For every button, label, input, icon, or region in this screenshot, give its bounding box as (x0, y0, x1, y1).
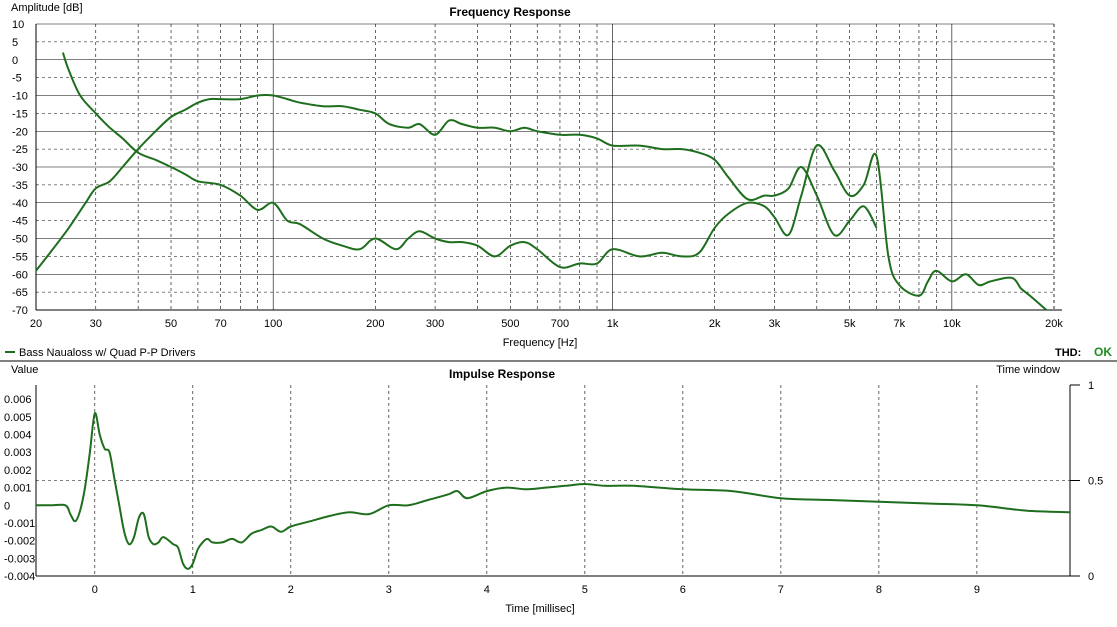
ir-y-tick-label: 0.004 (4, 430, 32, 442)
impulse-response-curves (35, 412, 1071, 570)
fr-y-tick-label: 10 (12, 19, 24, 31)
fr-x-tick-label: 2k (709, 318, 721, 330)
fr-y-tick-label: -60 (12, 269, 28, 281)
frequency-response-panel: 1050-5-10-15-20-25-30-35-40-45-50-55-60-… (11, 2, 1063, 349)
ir-y-tick-label: 0.001 (4, 483, 32, 495)
impulse-response-title: Impulse Response (449, 367, 555, 381)
impulse-response-grid (35, 385, 1071, 577)
fr-x-tick-label: 3k (769, 318, 781, 330)
ir-x-tick-label: 5 (582, 584, 588, 596)
fr-y-tick-label: -15 (12, 108, 28, 120)
fr-y-tick-label: -30 (12, 162, 28, 174)
fr-y-tick-label: 0 (12, 55, 18, 67)
fr-y-tick-label: -25 (12, 144, 28, 156)
fr-x-tick-label: 500 (501, 318, 519, 330)
fr-x-tick-label: 50 (165, 318, 177, 330)
ir-y-tick-label: -0.004 (4, 571, 35, 583)
impulse-response-x-ticks: 0 1 2 3 4 5 6 7 8 9 (92, 584, 980, 596)
fr-x-tick-label: 20k (1045, 318, 1063, 330)
fr-y-tick-label: -50 (12, 234, 28, 246)
frequency-response-grid (35, 23, 1062, 311)
ir-y2-tick-label: 0 (1088, 571, 1094, 583)
fr-x-tick-label: 30 (90, 318, 102, 330)
fr-y-tick-label: -45 (12, 216, 28, 228)
ir-y-tick-label: -0.003 (4, 553, 35, 565)
fr-y-tick-label: -5 (12, 73, 22, 85)
fr-y-tick-label: 5 (12, 37, 18, 49)
fr-y-tick-label: -20 (12, 126, 28, 138)
ir-y-tick-label: 0.006 (4, 394, 32, 406)
fr-x-tick-label: 300 (426, 318, 444, 330)
ir-x-tick-label: 7 (778, 584, 784, 596)
fr-x-tick-label: 70 (214, 318, 226, 330)
impulse-response-y-ticks: 0.006 0.005 0.004 0.003 0.002 0.001 0 -0.001 -0.… (4, 394, 35, 583)
fr-series-line-1 (35, 94, 878, 272)
ir-y-tick-label: -0.001 (4, 518, 35, 530)
ir-series-line-1 (35, 412, 1071, 570)
ir-y-tick-label: 0.003 (4, 447, 32, 459)
impulse-response-y-label: Value (11, 364, 38, 376)
fr-y-tick-label: -65 (12, 287, 28, 299)
ir-y-tick-label: 0 (4, 500, 10, 512)
impulse-response-panel: 0.006 0.005 0.004 0.003 0.002 0.001 0 -0.001 -0.… (4, 364, 1103, 615)
frequency-response-x-ticks: 20 30 50 70 100 200 300 500 700 1k 2k 3k 5k 7k 10k 20k (30, 318, 1063, 330)
fr-x-tick-label: 7k (893, 318, 905, 330)
thd-label: THD: (1055, 347, 1081, 359)
legend-label: Bass Naualoss w/ Quad P-P Drivers (19, 347, 196, 359)
legend-bar: Bass Naualoss w/ Quad P-P Drivers THD: O… (0, 345, 1117, 362)
impulse-response-x-label: Time [millisec] (505, 603, 574, 615)
frequency-response-y-label: Amplitude [dB] (11, 2, 83, 14)
impulse-response-y2-label: Time window (996, 364, 1060, 376)
fr-series-line-2 (61, 52, 1048, 311)
fr-y-tick-label: -40 (12, 198, 28, 210)
impulse-response-y2-ticks: 10.50 (1070, 380, 1103, 583)
ir-x-tick-label: 6 (680, 584, 686, 596)
fr-x-tick-label: 1k (607, 318, 619, 330)
ir-y2-tick-label: 1 (1088, 380, 1094, 392)
fr-y-tick-label: -10 (12, 91, 28, 103)
fr-x-tick-label: 20 (30, 318, 42, 330)
frequency-response-curves (35, 52, 1048, 311)
ir-x-tick-label: 4 (484, 584, 490, 596)
ir-x-tick-label: 3 (386, 584, 392, 596)
frequency-response-x-label: Frequency [Hz] (503, 337, 578, 349)
ir-x-tick-label: 1 (190, 584, 196, 596)
ir-x-tick-label: 0 (92, 584, 98, 596)
fr-x-tick-label: 100 (264, 318, 282, 330)
ir-x-tick-label: 2 (288, 584, 294, 596)
ir-y-tick-label: 0.005 (4, 412, 32, 424)
frequency-response-title: Frequency Response (449, 5, 571, 19)
fr-y-tick-label: -35 (12, 180, 28, 192)
fr-x-tick-label: 200 (366, 318, 384, 330)
fr-x-tick-label: 700 (551, 318, 569, 330)
ir-y2-tick-label: 0.5 (1088, 476, 1103, 488)
fr-y-tick-label: -70 (12, 305, 28, 317)
ir-x-tick-label: 9 (974, 584, 980, 596)
ir-y-tick-label: -0.002 (4, 536, 35, 548)
fr-y-tick-label: -55 (12, 251, 28, 263)
fr-x-tick-label: 10k (943, 318, 961, 330)
fr-x-tick-label: 5k (844, 318, 856, 330)
ir-x-tick-label: 8 (876, 584, 882, 596)
frequency-response-y-ticks: 10 5 0 -5 -10 -15 -20 -25 -30 -35 -40 -45 -50 -55 -60 -… (12, 19, 28, 317)
thd-status: OK (1094, 345, 1112, 359)
ir-y-tick-label: 0.002 (4, 465, 32, 477)
